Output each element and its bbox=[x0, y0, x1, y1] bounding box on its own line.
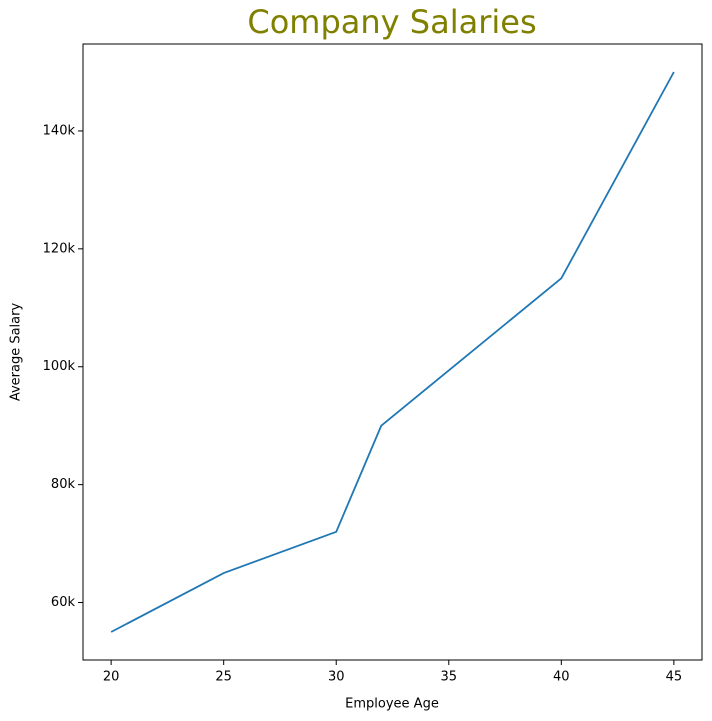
x-tick-label: 35 bbox=[440, 670, 457, 685]
x-tick-label: 45 bbox=[666, 670, 683, 685]
x-tick-label: 40 bbox=[553, 670, 570, 685]
y-tick-label: 120k bbox=[43, 241, 76, 256]
data-line bbox=[110, 71, 675, 633]
y-tick-label: 100k bbox=[43, 359, 76, 374]
chart-title: Company Salaries bbox=[247, 3, 536, 41]
x-tick-label: 30 bbox=[328, 670, 345, 685]
x-tick-label: 20 bbox=[103, 670, 120, 685]
plot-frame bbox=[82, 43, 703, 661]
x-tick-label: 25 bbox=[215, 670, 232, 685]
y-tick-label: 140k bbox=[43, 123, 76, 138]
y-tick-label: 60k bbox=[51, 595, 76, 610]
y-axis-label: Average Salary bbox=[9, 303, 24, 402]
y-tick-label: 80k bbox=[51, 477, 76, 492]
x-axis-label: Employee Age bbox=[345, 697, 439, 712]
